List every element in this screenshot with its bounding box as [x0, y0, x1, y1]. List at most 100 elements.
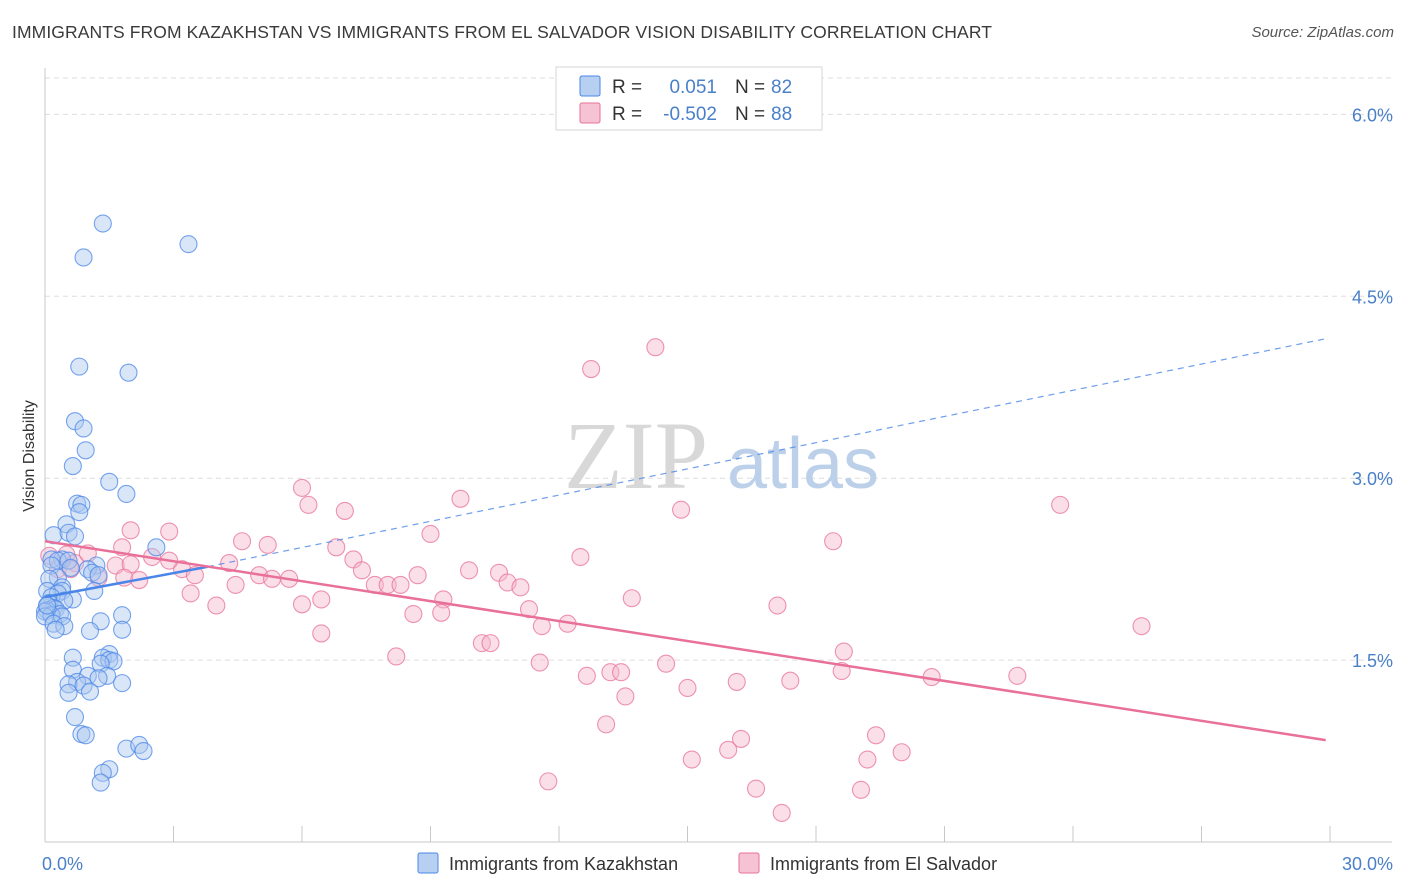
- kazakhstan-point: [85, 581, 104, 601]
- el-salvador-point: [232, 532, 252, 551]
- kazakhstan-point: [113, 674, 132, 693]
- el-salvador-swatch: [579, 102, 601, 124]
- el-salvador-point: [851, 780, 871, 799]
- el-salvador-point: [421, 524, 440, 544]
- el-salvador-r-value: -0.502: [663, 104, 717, 125]
- kazakhstan-point: [70, 357, 89, 376]
- kazakhstan-point: [117, 484, 136, 504]
- el-salvador-point: [262, 569, 282, 588]
- el-salvador-point: [459, 561, 479, 580]
- kazakhstan-point: [80, 621, 100, 641]
- watermark: ZIP atlas: [564, 402, 879, 509]
- el-salvador-point: [432, 603, 451, 622]
- el-salvador-point: [582, 359, 601, 379]
- kazakhstan-point: [70, 503, 89, 522]
- kazakhstan-point: [76, 441, 95, 460]
- y-axis-label: Vision Disability: [21, 400, 38, 512]
- watermark-atlas: atlas: [727, 424, 879, 504]
- el-salvador-point: [646, 338, 665, 357]
- el-salvador-point: [327, 538, 346, 557]
- trend-layer: [44, 338, 1326, 742]
- kazakhstan-point: [89, 566, 108, 585]
- chart-source: Source: ZipAtlas.com: [1251, 24, 1394, 41]
- el-salvador-point: [258, 535, 277, 554]
- el-salvador-point: [571, 547, 590, 567]
- kazakhstan-point: [59, 551, 78, 570]
- legend-el-salvador-label: Immigrants from El Salvador: [770, 854, 997, 874]
- el-salvador-point: [678, 678, 697, 698]
- kazakhstan-point: [147, 538, 166, 557]
- el-salvador-point: [746, 779, 766, 798]
- kazakhstan-r-value: 0.051: [669, 77, 717, 98]
- el-salvador-point: [292, 478, 312, 497]
- el-salvador-point: [226, 575, 245, 594]
- kazakhstan-n-label: N =: [735, 77, 765, 98]
- y-tick-label-2: 4.5%: [1352, 287, 1393, 307]
- kazakhstan-r-label: R =: [612, 77, 642, 98]
- el-salvador-point: [481, 634, 500, 653]
- el-salvador-point: [1008, 666, 1027, 685]
- y-tick-label-3: 6.0%: [1352, 105, 1393, 125]
- kazakhstan-point: [119, 363, 138, 382]
- kazakhstan-point: [46, 620, 65, 639]
- el-salvador-point: [772, 803, 791, 822]
- kazakhstan-point: [74, 248, 93, 267]
- el-salvador-point: [121, 521, 140, 540]
- el-salvador-point: [622, 589, 641, 608]
- el-salvador-point: [768, 596, 787, 615]
- el-salvador-point: [408, 566, 427, 585]
- kazakhstan-point: [74, 419, 93, 438]
- x-tick-label-1: 30.0%: [1342, 854, 1393, 874]
- el-salvador-point: [672, 500, 691, 519]
- el-salvador-point: [352, 561, 372, 580]
- el-salvador-point: [335, 501, 354, 520]
- el-salvador-point: [530, 653, 549, 672]
- el-salvador-point: [1132, 617, 1151, 636]
- kazakhstan-point: [76, 726, 95, 745]
- tick-labels: 1.5% 3.0% 4.5% 6.0% 0.0% 30.0%: [42, 105, 1393, 874]
- el-salvador-point: [657, 654, 676, 673]
- kazakhstan-point: [78, 666, 97, 685]
- kazakhstan-point: [113, 620, 132, 639]
- kazakhstan-point: [65, 708, 85, 727]
- el-salvador-point: [781, 671, 800, 690]
- kazakhstan-point: [113, 606, 132, 625]
- chart-title: IMMIGRANTS FROM KAZAKHSTAN VS IMMIGRANTS…: [12, 22, 993, 42]
- el-salvador-r-label: R =: [612, 104, 642, 125]
- el-salvador-point: [616, 687, 635, 706]
- axes-layer: [44, 68, 1392, 843]
- y-tick-label-0: 1.5%: [1352, 651, 1393, 671]
- kazakhstan-point: [38, 596, 57, 615]
- kazakhstan-point: [91, 773, 110, 792]
- el-salvador-point: [511, 578, 530, 597]
- el-salvador-point: [181, 584, 200, 603]
- kazakhstan-point: [72, 495, 91, 514]
- kazakhstan-trend-line: [44, 565, 208, 599]
- legend-el-salvador-swatch: [738, 852, 760, 874]
- el-salvador-point: [1051, 495, 1070, 514]
- el-salvador-point: [391, 575, 410, 594]
- el-salvador-point: [682, 750, 701, 769]
- el-salvador-point: [292, 595, 312, 614]
- kazakhstan-point: [59, 683, 78, 702]
- el-salvador-point: [892, 743, 911, 762]
- el-salvador-n-label: N =: [735, 104, 765, 125]
- el-salvador-point: [160, 522, 179, 541]
- el-salvador-n-value: 88: [771, 104, 792, 125]
- el-salvador-point: [719, 740, 738, 759]
- kazakhstan-point: [65, 527, 85, 546]
- el-salvador-point: [731, 729, 751, 748]
- kazakhstan-trend-extension: [207, 338, 1326, 568]
- y-tick-label-1: 3.0%: [1352, 469, 1393, 489]
- el-salvador-point: [312, 590, 331, 609]
- points-layer: [35, 214, 1151, 822]
- kazakhstan-point: [63, 457, 82, 476]
- kazakhstan-point: [93, 214, 112, 233]
- el-salvador-point: [299, 495, 318, 514]
- el-salvador-point: [451, 489, 470, 508]
- el-salvador-trend-line: [44, 540, 1326, 742]
- kazakhstan-n-value: 82: [771, 77, 792, 98]
- series-legend: Immigrants from Kazakhstan Immigrants fr…: [417, 852, 997, 874]
- el-salvador-point: [597, 715, 616, 734]
